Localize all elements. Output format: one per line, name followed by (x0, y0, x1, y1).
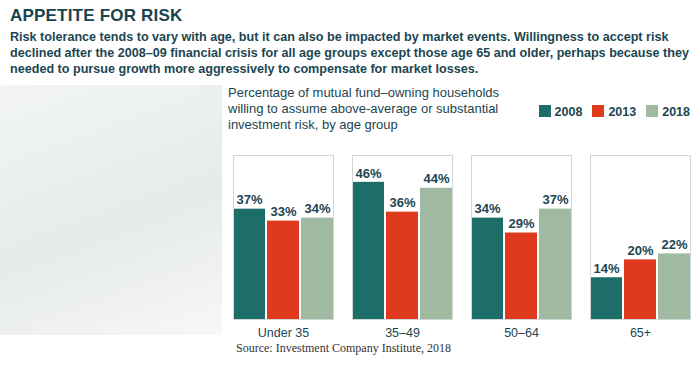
svg-text:37%: 37% (236, 192, 262, 207)
svg-text:20%: 20% (627, 243, 653, 258)
html-text:2008: 2008 (554, 105, 583, 119)
svg-text:50–64: 50–64 (504, 326, 539, 340)
svg-text:29%: 29% (508, 216, 534, 231)
svg-text:34%: 34% (474, 201, 500, 216)
svg-text:35–49: 35–49 (385, 326, 420, 340)
svg-text:34%: 34% (304, 201, 330, 216)
html-text:2018: 2018 (662, 105, 690, 119)
svg-text:22%: 22% (661, 237, 687, 252)
svg-text:46%: 46% (355, 165, 381, 180)
svg-text:37%: 37% (542, 192, 568, 207)
html-text:Percentage of mutual fund–owni: Percentage of mutual fund–owning househo… (228, 85, 499, 132)
svg-text:Under 35: Under 35 (258, 326, 309, 340)
svg-text:14%: 14% (593, 261, 619, 276)
html-text:Risk tolerance tends to vary w: Risk tolerance tends to vary with age, b… (10, 30, 689, 76)
html-text:Source: Investment Company Ins: Source: Investment Company Institute, 20… (236, 341, 451, 355)
html-text:APPETITE FOR RISK: APPETITE FOR RISK (10, 6, 183, 25)
svg-text:36%: 36% (389, 195, 415, 210)
svg-text:33%: 33% (270, 204, 296, 219)
html-text:2013: 2013 (608, 105, 637, 119)
svg-text:65+: 65+ (630, 326, 651, 340)
svg-text:44%: 44% (423, 171, 449, 186)
